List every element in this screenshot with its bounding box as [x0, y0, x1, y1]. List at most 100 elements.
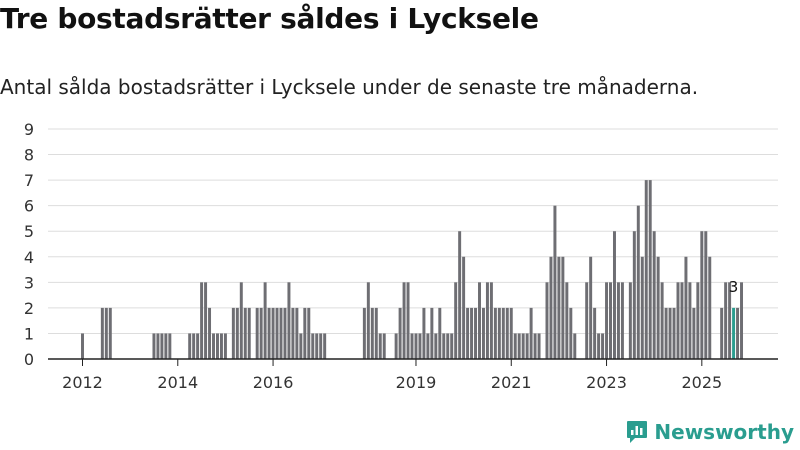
bar: [382, 333, 386, 359]
bar: [458, 231, 462, 359]
y-tick-label: 4: [24, 248, 34, 267]
y-tick-label: 3: [24, 273, 34, 292]
bar: [561, 256, 565, 359]
bar: [644, 180, 648, 359]
bar: [291, 307, 295, 359]
bar: [652, 231, 656, 359]
y-tick-label: 2: [24, 299, 34, 318]
y-axis: 0 1 2 3 4 5 6 7 8 9: [24, 120, 34, 369]
bar: [208, 307, 212, 359]
bar: [295, 307, 299, 359]
bar: [164, 333, 168, 359]
bar: [307, 307, 311, 359]
bar: [267, 307, 271, 359]
bar-highlight: [732, 307, 736, 359]
y-tick-label: 0: [24, 350, 34, 369]
bar: [589, 256, 593, 359]
bar: [565, 282, 569, 359]
chart-subtitle: Antal sålda bostadsrätter i Lycksele und…: [0, 75, 699, 99]
bar: [628, 282, 632, 359]
bar: [168, 333, 172, 359]
x-tick-label: 2023: [586, 373, 627, 392]
bar: [640, 256, 644, 359]
bar: [704, 231, 708, 359]
bar: [319, 333, 323, 359]
bar: [362, 307, 366, 359]
bar: [648, 180, 652, 359]
bar: [688, 282, 692, 359]
bar: [668, 307, 672, 359]
bar: [660, 282, 664, 359]
bar: [366, 282, 370, 359]
x-axis: 2012 2014 2016 2019 2021 2023 2025: [48, 358, 778, 392]
y-tick-label: 7: [24, 171, 34, 190]
bar: [708, 256, 712, 359]
bar: [156, 333, 160, 359]
bar: [259, 307, 263, 359]
bar: [501, 307, 505, 359]
bar: [219, 333, 223, 359]
bar: [489, 282, 493, 359]
bar: [223, 333, 227, 359]
bar: [215, 333, 219, 359]
chart-title: Tre bostadsrätter såldes i Lycksele: [0, 2, 539, 35]
bar: [454, 282, 458, 359]
bar: [418, 333, 422, 359]
bar: [656, 256, 660, 359]
x-tick-label: 2019: [396, 373, 437, 392]
bar: [255, 307, 259, 359]
bar: [525, 333, 529, 359]
bar: [394, 333, 398, 359]
bar: [466, 307, 470, 359]
bar: [728, 282, 732, 359]
bar: [192, 333, 196, 359]
bar: [287, 282, 291, 359]
bar: [275, 307, 279, 359]
bar: [573, 333, 577, 359]
y-tick-label: 5: [24, 222, 34, 241]
bar: [231, 307, 235, 359]
last-value-label: 3: [729, 278, 739, 296]
bar: [513, 333, 517, 359]
x-tick-label: 2014: [157, 373, 198, 392]
bar: [632, 231, 636, 359]
bar: [478, 282, 481, 359]
bar: [692, 307, 696, 359]
bar: [470, 307, 474, 359]
bar: [684, 256, 688, 359]
bar: [152, 333, 156, 359]
bar: [545, 282, 549, 359]
newsworthy-logo-icon: [627, 421, 648, 443]
bar: [537, 333, 541, 359]
bar: [212, 333, 215, 359]
bar: [315, 333, 319, 359]
bar: [676, 282, 680, 359]
bar: [81, 333, 84, 359]
x-tick-label: 2021: [491, 373, 532, 392]
y-tick-label: 8: [24, 146, 34, 165]
bar: [271, 307, 275, 359]
y-tick-label: 6: [24, 197, 34, 216]
bar: [446, 333, 450, 359]
brand-name: Newsworthy: [654, 420, 794, 444]
bar: [438, 307, 442, 359]
bar: [283, 307, 287, 359]
bar: [442, 333, 446, 359]
bar: [450, 333, 454, 359]
bar: [108, 307, 112, 359]
bar: [493, 307, 497, 359]
bar: [597, 333, 601, 359]
bar: [426, 333, 430, 359]
bar: [609, 282, 612, 359]
bar: [585, 282, 589, 359]
bar: [406, 282, 410, 359]
bar: [414, 333, 418, 359]
bar: [462, 256, 466, 359]
bar: [553, 205, 557, 359]
newsworthy-logo: Newsworthy: [626, 420, 794, 444]
bar: [664, 307, 668, 359]
bar: [323, 333, 327, 359]
bar: [497, 307, 501, 359]
x-tick-label: 2016: [253, 373, 294, 392]
bar: [104, 307, 108, 359]
